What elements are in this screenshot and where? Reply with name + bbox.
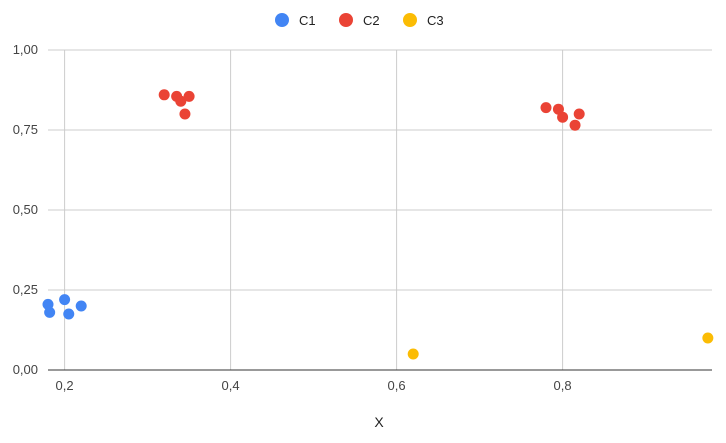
x-tick-label: 0,4 — [222, 378, 240, 393]
legend-marker-c2 — [339, 13, 353, 27]
y-tick-label: 1,00 — [13, 42, 38, 57]
data-point-c2 — [557, 111, 569, 123]
legend-label-c2: C2 — [363, 13, 380, 28]
data-points — [42, 89, 714, 360]
data-point-c2 — [183, 90, 195, 102]
tick-labels: 0,00 0,25 0,50 0,75 1,00 0,2 0,4 0,6 0,8 — [13, 42, 572, 393]
legend-label-c3: C3 — [427, 13, 444, 28]
data-point-c1 — [44, 306, 56, 318]
y-tick-label: 0,75 — [13, 122, 38, 137]
data-point-c3 — [702, 332, 714, 344]
y-tick-label: 0,25 — [13, 282, 38, 297]
data-point-c1 — [63, 308, 75, 320]
data-point-c2 — [540, 102, 552, 114]
x-axis-title: X — [374, 414, 384, 430]
data-point-c1 — [75, 300, 87, 312]
legend-marker-c3 — [403, 13, 417, 27]
y-tick-label: 0,50 — [13, 202, 38, 217]
data-point-c2 — [175, 95, 187, 107]
x-tick-label: 0,2 — [56, 378, 74, 393]
grid-lines — [48, 49, 712, 370]
legend-marker-c1 — [275, 13, 289, 27]
x-tick-label: 0,6 — [388, 378, 406, 393]
data-point-c1 — [59, 294, 71, 306]
y-tick-label: 0,00 — [13, 362, 38, 377]
data-point-c2 — [569, 119, 581, 131]
data-point-c3 — [407, 348, 419, 360]
legend: C1 C2 C3 — [275, 13, 444, 28]
legend-label-c1: C1 — [299, 13, 316, 28]
data-point-c2 — [179, 108, 191, 120]
data-point-c2 — [573, 108, 585, 120]
x-tick-label: 0,8 — [554, 378, 572, 393]
data-point-c2 — [158, 89, 170, 101]
